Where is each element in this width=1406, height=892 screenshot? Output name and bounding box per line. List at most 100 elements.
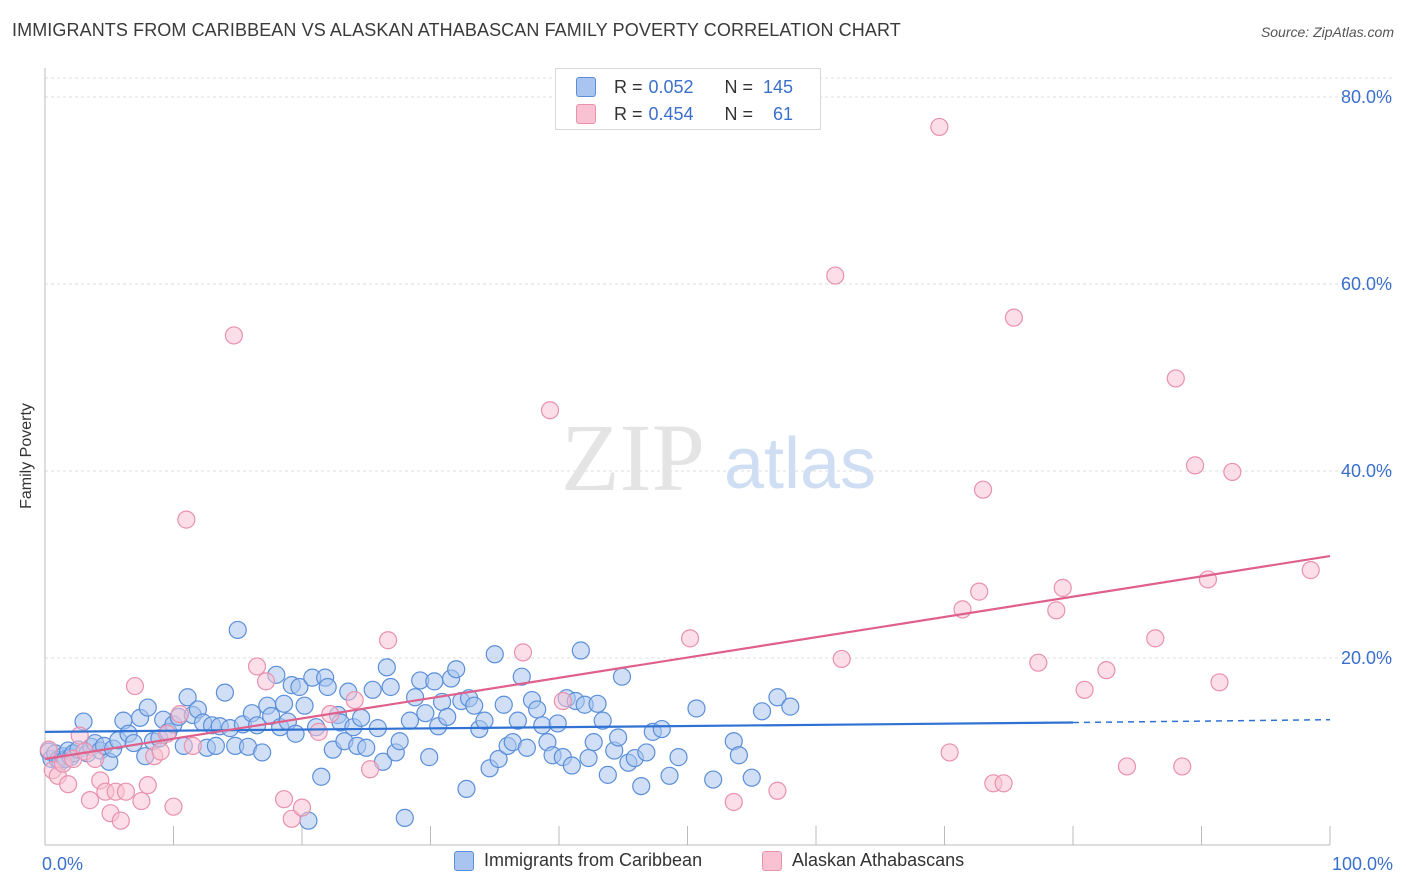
data-point-athabascan [1173,757,1192,776]
data-point-caribbean [528,700,547,719]
data-point-athabascan [1029,653,1048,672]
data-point-caribbean [517,738,536,757]
data-point-athabascan [309,722,328,741]
data-point-athabascan [282,809,301,828]
data-point-caribbean [253,743,272,762]
data-point-caribbean [286,724,305,743]
legend-label-caribbean: Immigrants from Caribbean [484,850,703,870]
legend-swatch-caribbean [576,77,596,97]
trend-line-caribbean [44,721,1074,733]
data-point-athabascan [345,690,364,710]
watermark: ZIP atlas [561,404,876,511]
data-point-athabascan [292,798,312,817]
data-point-athabascan [1047,601,1066,620]
data-point-caribbean [489,749,508,769]
data-point-athabascan [930,117,949,137]
axes [44,68,1331,846]
data-point-caribbean [548,714,567,733]
data-point-athabascan [970,582,989,601]
data-point-athabascan [1117,757,1137,776]
legend-n-value: 61 [773,103,794,124]
data-point-caribbean [312,767,331,786]
data-point-caribbean [742,768,761,787]
data-point-caribbean [400,711,420,730]
y-tick-label: 80.0% [1341,87,1392,107]
data-point-caribbean [768,688,787,707]
data-point-athabascan [826,266,845,285]
legend-swatch-athabascan [762,850,782,871]
source-label: Source: ZipAtlas.com [1260,24,1394,40]
legend-r-label: R = [614,76,643,97]
y-tick-label: 60.0% [1341,274,1392,294]
data-point-caribbean [178,688,197,707]
data-point-caribbean [593,711,612,730]
data-point-athabascan [177,510,196,529]
x-tick-label: 100.0% [1332,854,1393,874]
data-point-caribbean [295,696,314,715]
chart-title: IMMIGRANTS FROM CARIBBEAN VS ALASKAN ATH… [12,20,901,40]
series-athabascan-points [39,117,1320,830]
data-point-caribbean [274,694,294,713]
data-point-athabascan [1301,561,1320,580]
data-point-athabascan [59,775,78,794]
y-tick-label: 40.0% [1341,461,1392,481]
data-point-caribbean [215,683,234,702]
data-point-caribbean [533,716,552,735]
data-point-caribbean [475,711,494,730]
legend-n-label: N = [724,76,754,97]
data-point-caribbean [228,620,247,640]
data-point-athabascan [70,726,89,745]
data-point-athabascan [247,657,267,676]
tick-labels: 20.0% 40.0% 60.0% 80.0% 0.0% 100.0% [42,87,1393,874]
legend-r-value: 0.052 [648,76,694,97]
data-point-athabascan [164,797,183,816]
data-point-caribbean [206,736,226,755]
data-point-caribbean [494,695,513,714]
data-point-caribbean [485,645,504,664]
data-point-caribbean [363,680,382,699]
data-point-caribbean [598,765,617,784]
data-point-athabascan [973,480,993,499]
data-point-athabascan [125,676,145,696]
data-point-athabascan [80,791,100,810]
legend-swatch-caribbean [454,850,474,871]
data-point-caribbean [381,677,400,697]
data-point-athabascan [132,791,151,811]
data-point-caribbean [290,677,309,697]
data-point-athabascan [274,790,294,809]
data-point-athabascan [1185,456,1205,475]
x-tick-label: 0.0% [42,854,83,874]
data-point-athabascan [1075,680,1094,699]
data-point-caribbean [584,733,603,752]
legend-label-athabascan: Alaskan Athabascans [792,850,965,870]
data-point-athabascan [111,811,130,830]
data-point-athabascan [680,629,700,648]
data-point-athabascan [1004,308,1023,327]
gridlines [45,77,1392,659]
data-point-caribbean [447,660,466,679]
watermark-atlas: atlas [724,424,876,504]
data-point-athabascan [768,781,787,800]
data-point-caribbean [579,748,598,768]
data-point-athabascan [256,672,276,691]
data-point-athabascan [540,401,560,420]
trend-line-caribbean-extension [1072,718,1331,724]
data-point-athabascan [1166,369,1185,388]
data-point-caribbean [637,743,656,762]
data-point-caribbean [420,748,439,767]
legend-n-label: N = [724,103,754,124]
legend-swatch-athabascan [576,104,596,124]
data-point-caribbean [609,728,628,747]
y-tick-label: 20.0% [1341,648,1392,668]
data-point-caribbean [652,719,671,739]
watermark-zip: ZIP [561,404,705,511]
data-point-caribbean [588,694,607,713]
legend-r-label: R = [614,103,643,124]
data-point-caribbean [612,667,632,686]
data-point-caribbean [405,688,425,707]
data-point-caribbean [395,808,414,827]
data-point-athabascan [1097,661,1116,680]
data-point-caribbean [465,696,484,715]
data-point-caribbean [438,707,457,727]
